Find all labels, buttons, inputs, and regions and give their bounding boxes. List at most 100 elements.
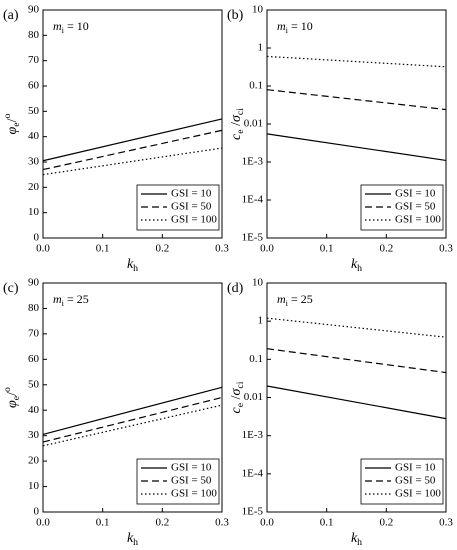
label-part: e <box>235 129 246 134</box>
y-axis-label: φe/o <box>2 113 22 134</box>
label-part: σ <box>229 114 244 122</box>
legend-label: GSI = 50 <box>395 475 436 487</box>
x-tick-label: 0.2 <box>155 517 169 529</box>
y-tick-label: 1E-5 <box>242 232 264 244</box>
y-tick-label: 1E-3 <box>242 156 264 168</box>
label-part: i <box>62 299 65 308</box>
line <box>42 404 223 447</box>
label-part: k <box>127 531 134 546</box>
plot-frame <box>42 9 223 239</box>
annotation: mi = 10 <box>53 19 89 35</box>
legend-label: GSI = 10 <box>171 462 212 474</box>
panel-label: (d) <box>227 281 244 296</box>
label-part: k <box>127 257 134 272</box>
line <box>266 133 447 162</box>
line <box>42 386 223 435</box>
x-axis-label: kh <box>127 257 138 274</box>
label-part: e <box>11 395 22 400</box>
x-tick-label: 0.0 <box>260 517 274 529</box>
y-tick-label: 20 <box>28 455 40 467</box>
y-tick-label: 50 <box>28 105 40 117</box>
y-tick-label: 80 <box>28 302 40 314</box>
y-tick-label: 30 <box>28 429 40 441</box>
y-tick-label: 40 <box>28 130 40 142</box>
x-tick-label: 0.3 <box>215 243 229 255</box>
line <box>42 396 223 443</box>
x-tick-label: 0.0 <box>36 517 50 529</box>
y-tick-label: 0.1 <box>249 80 263 92</box>
label-part: o <box>2 387 13 392</box>
legend-label: GSI = 50 <box>395 201 436 213</box>
label-part: h <box>357 537 362 548</box>
x-tick-label: 0.3 <box>439 517 453 529</box>
x-tick-label: 0.3 <box>439 243 453 255</box>
label-part: φ <box>5 400 20 408</box>
x-axis-label: kh <box>351 257 362 274</box>
label-part: e <box>235 402 246 407</box>
y-tick-label: 1E-5 <box>242 506 264 518</box>
y-tick-label: 80 <box>28 29 40 41</box>
y-tick-label: 10 <box>28 206 40 218</box>
annotation: mi = 25 <box>53 292 89 308</box>
x-tick-label: 0.2 <box>379 517 393 529</box>
label-part: = 25 <box>288 292 313 306</box>
y-tick-label: 20 <box>28 181 40 193</box>
label-part: k <box>351 531 358 546</box>
y-tick-label: 1E-4 <box>242 467 264 479</box>
x-axis-label: kh <box>127 531 138 548</box>
line <box>266 317 447 338</box>
x-tick-label: 0.1 <box>96 243 110 255</box>
y-tick-label: 1 <box>258 315 264 327</box>
y-tick-label: 0.1 <box>249 353 263 365</box>
label-part: σ <box>229 388 244 396</box>
line <box>266 348 447 374</box>
label-part: ci <box>235 108 246 115</box>
label-part: k <box>351 257 358 272</box>
label-part: = 10 <box>288 19 313 33</box>
label-part: ci <box>235 381 246 388</box>
y-tick-label: 90 <box>28 277 40 289</box>
plot-frame <box>42 282 223 513</box>
x-axis-label: kh <box>351 531 362 548</box>
label-part: m <box>53 292 62 306</box>
legend-label: GSI = 10 <box>395 462 436 474</box>
y-axis-label: ce /σci <box>229 108 246 140</box>
legend-label: GSI = 50 <box>171 201 212 213</box>
legend-box <box>136 184 220 231</box>
y-tick-label: 50 <box>28 378 40 390</box>
line <box>42 118 223 162</box>
y-tick-label: 90 <box>28 4 40 16</box>
y-tick-label: 1 <box>258 42 264 54</box>
legend-box <box>360 184 444 231</box>
x-tick-label: 0.1 <box>96 517 110 529</box>
annotation: mi = 25 <box>277 292 313 308</box>
legend-box <box>136 458 220 505</box>
label-part: = 10 <box>64 19 89 33</box>
y-tick-label: 10 <box>28 480 40 492</box>
label-part: = 25 <box>64 292 89 306</box>
y-axis-label: φe/o <box>2 387 22 408</box>
y-tick-label: 60 <box>28 353 40 365</box>
label-part: / <box>5 392 20 396</box>
line <box>266 55 447 68</box>
y-tick-label: 0 <box>34 232 40 244</box>
y-tick-label: 1E-4 <box>242 194 264 206</box>
y-tick-label: 30 <box>28 156 40 168</box>
y-tick-label: 1E-3 <box>242 429 264 441</box>
x-tick-label: 0.0 <box>36 243 50 255</box>
legend-label: GSI = 100 <box>395 488 441 500</box>
label-part: c <box>229 406 244 413</box>
line <box>266 385 447 420</box>
label-part: c <box>229 133 244 140</box>
legend-label: GSI = 10 <box>395 188 436 200</box>
x-tick-label: 0.0 <box>260 243 274 255</box>
panel-label: (c) <box>3 281 19 296</box>
label-part: h <box>357 263 362 274</box>
label-part: h <box>133 537 138 548</box>
legend-label: GSI = 100 <box>171 214 217 226</box>
y-tick-label: 60 <box>28 80 40 92</box>
label-part: / <box>229 395 244 403</box>
legend-box <box>360 458 444 505</box>
y-tick-label: 10 <box>252 277 264 289</box>
panel-label: (a) <box>3 8 19 23</box>
